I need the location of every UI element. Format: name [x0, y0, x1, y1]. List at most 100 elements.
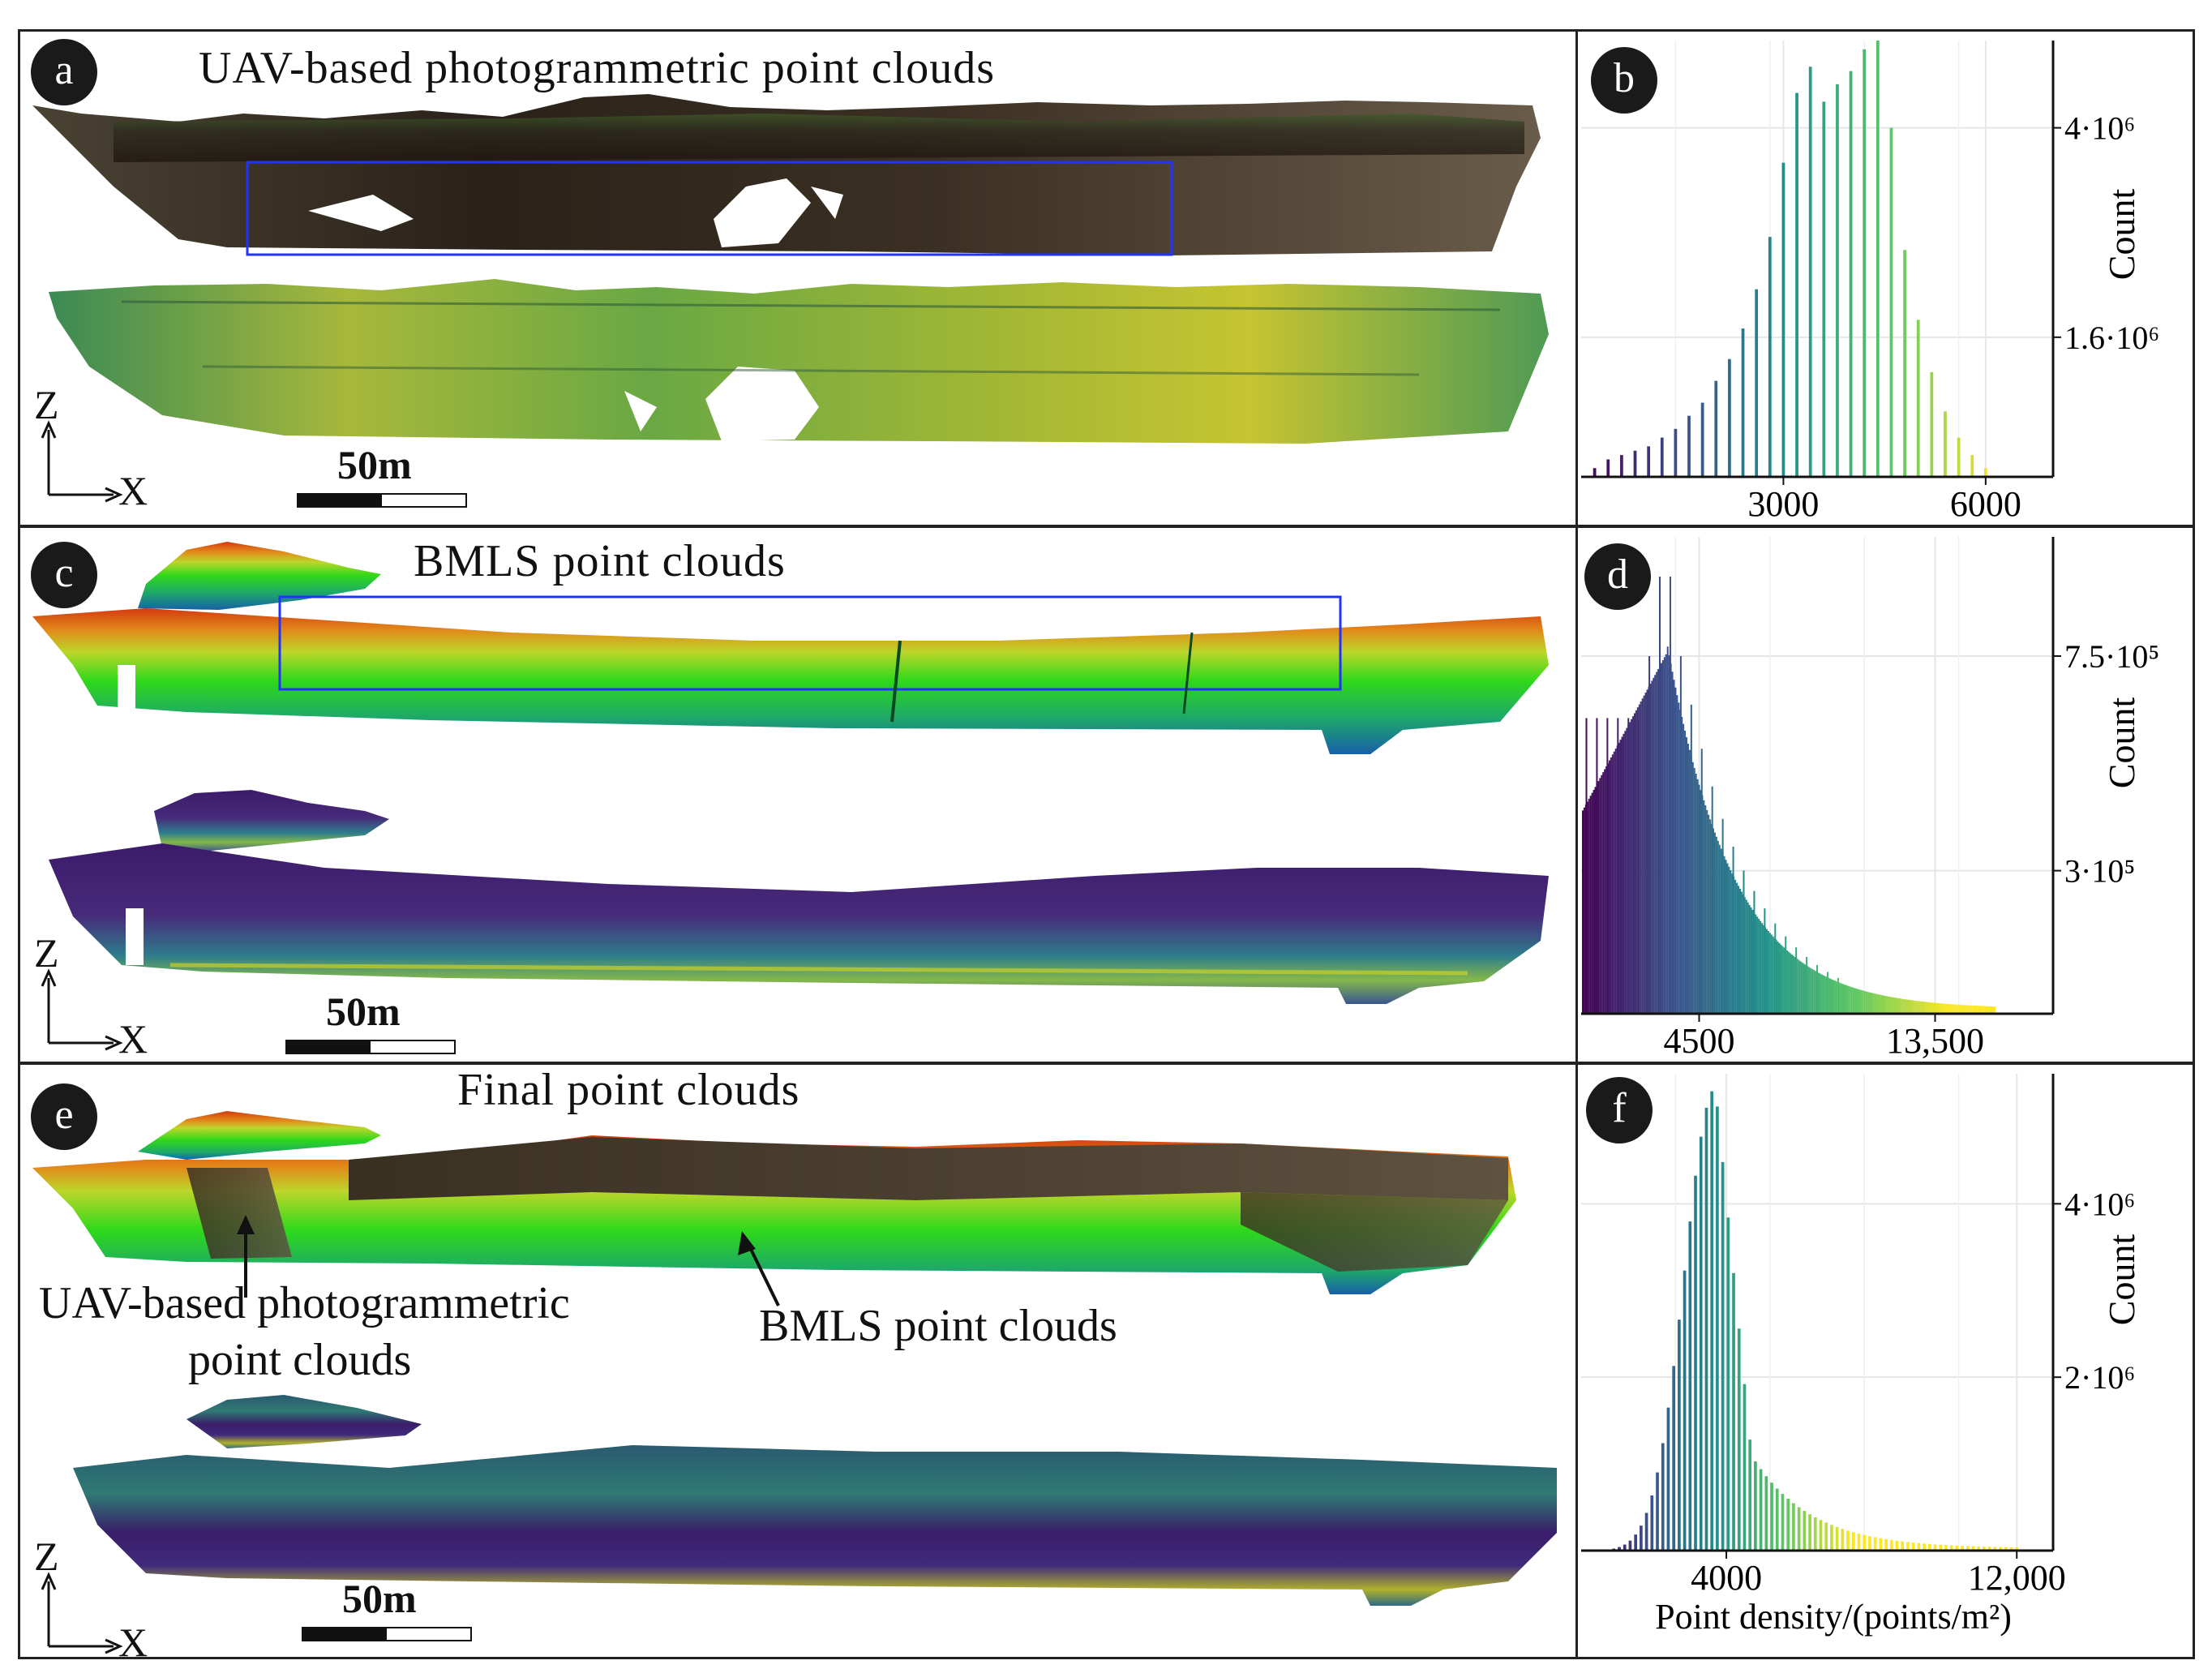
histogram-bar: [1795, 92, 1798, 477]
histogram-bar: [1650, 1495, 1654, 1551]
axis-indicator-e: Z X: [32, 1533, 162, 1665]
panel-label-b: b: [1591, 47, 1657, 114]
histogram-bar: [1750, 907, 1752, 1014]
histogram-bar: [1596, 718, 1598, 1014]
histogram-bar: [1922, 1001, 1924, 1014]
histogram-bar: [1917, 1542, 1921, 1551]
histogram-bar: [1700, 749, 1703, 1014]
histogram-bar: [1709, 819, 1712, 1014]
arrow-up-icon: [237, 1215, 255, 1234]
histogram-bar: [1926, 1002, 1928, 1014]
histogram-bar: [1932, 1002, 1935, 1014]
histogram-bar: [1728, 866, 1730, 1014]
histogram-bar: [1969, 1005, 1971, 1014]
histogram-bar: [1671, 671, 1674, 1014]
histogram-bar: [1748, 1439, 1752, 1551]
histogram-bar: [1651, 680, 1653, 1014]
histogram-bar: [1929, 1002, 1931, 1014]
histogram-bar: [1863, 990, 1866, 1014]
histogram-bar: [1753, 890, 1755, 1014]
histogram-bar: [1972, 1005, 1974, 1014]
scale-bar-label: 50m: [342, 1576, 417, 1621]
histogram-bar: [1899, 998, 1901, 1014]
histogram-bar: [1606, 718, 1609, 1014]
histogram-bar: [1780, 944, 1782, 1014]
histogram-bar: [1863, 1534, 1867, 1551]
histogram-bar: [1628, 1540, 1632, 1551]
histogram-bar: [1755, 289, 1759, 477]
histogram-bar: [1640, 701, 1642, 1014]
histogram-bar: [1971, 1546, 1975, 1551]
axis-x-label: X: [118, 1016, 148, 1062]
histogram-bar: [1830, 979, 1833, 1014]
histogram-bar: [1843, 984, 1845, 1014]
histogram-bar: [1627, 718, 1630, 1014]
histogram-bar: [1824, 976, 1826, 1014]
histogram-bar: [1710, 1091, 1714, 1551]
histogram-bar: [1781, 1494, 1785, 1551]
histogram-bar: [1653, 677, 1655, 1014]
histogram-bar: [1860, 989, 1863, 1014]
histogram-bar: [1944, 1003, 1946, 1014]
histogram-bar: [1631, 719, 1633, 1014]
histogram-bar: [1732, 847, 1734, 1014]
x-axis-label: Point density/(points/m²): [1655, 1597, 2012, 1637]
arrow-up-icon: [738, 1231, 756, 1255]
histogram-bar: [1819, 973, 1821, 1014]
histogram-bar: [1621, 736, 1623, 1014]
histogram-bar: [1763, 925, 1765, 1014]
histogram-bar: [1768, 933, 1771, 1014]
histogram-bar: [1905, 999, 1908, 1014]
histogram-bar: [1852, 987, 1854, 1014]
histogram-bar: [1770, 934, 1773, 1014]
histogram-bar: [1939, 1544, 1943, 1551]
histogram-bar: [1868, 992, 1871, 1014]
x-tick-label: 4500: [1664, 1021, 1735, 1061]
histogram-bar: [1605, 766, 1608, 1014]
histogram-bar: [1679, 656, 1682, 1014]
histogram-bar: [1951, 1004, 1953, 1014]
axis-arrows-icon: [41, 968, 123, 1051]
histogram-bar: [1895, 1540, 1899, 1551]
histogram-bar: [1858, 989, 1861, 1014]
histogram-bar: [1835, 1526, 1839, 1551]
histogram-bar: [1636, 707, 1639, 1014]
panel-c-title: BMLS point clouds: [414, 536, 786, 586]
histogram-bar: [1604, 769, 1606, 1014]
histogram-bar: [1593, 468, 1597, 477]
histogram-bar: [1674, 687, 1677, 1014]
histogram-bar: [1638, 718, 1640, 1014]
histogram-bar: [1957, 1004, 1960, 1014]
histogram-bar: [1986, 1006, 1988, 1014]
histogram-bar: [1647, 446, 1651, 477]
histogram-bar: [1794, 957, 1796, 1014]
y-axis-label: Count: [2101, 189, 2142, 281]
histogram-bar: [1953, 1004, 1955, 1014]
histogram-bar: [1863, 49, 1867, 477]
histogram-bar: [1806, 956, 1808, 1014]
annotation-bmls: BMLS point clouds: [759, 1301, 1117, 1351]
y-axis-label: Count: [2101, 1234, 2142, 1326]
histogram-bar: [1770, 1482, 1773, 1551]
histogram-bar: [1979, 1006, 1982, 1014]
histogram-bar: [1593, 789, 1595, 1014]
histogram-bar: [1802, 963, 1804, 1014]
histogram-bar: [1957, 437, 1961, 477]
histogram-bar: [1656, 1472, 1659, 1551]
axis-indicator-c: Z X: [32, 929, 162, 1062]
panel-label-a: a: [31, 39, 97, 105]
histogram-bar: [1808, 67, 1812, 477]
histogram-bar: [1618, 1547, 1621, 1551]
histogram-bar: [1889, 127, 1893, 477]
histogram-bar: [1633, 450, 1637, 477]
histogram-bar: [1851, 1532, 1855, 1551]
histogram-bar: [1903, 250, 1906, 477]
histogram-bar: [1726, 1217, 1730, 1551]
histogram-bar: [1862, 990, 1864, 1014]
histogram-bar: [1644, 693, 1647, 1014]
histogram-bar: [1824, 1522, 1828, 1551]
histogram-bar: [1981, 1006, 1983, 1014]
histogram-bar: [1626, 727, 1628, 1014]
y-axis-label: Count: [2101, 697, 2142, 789]
x-tick-label: 12,000: [1968, 1558, 2066, 1598]
